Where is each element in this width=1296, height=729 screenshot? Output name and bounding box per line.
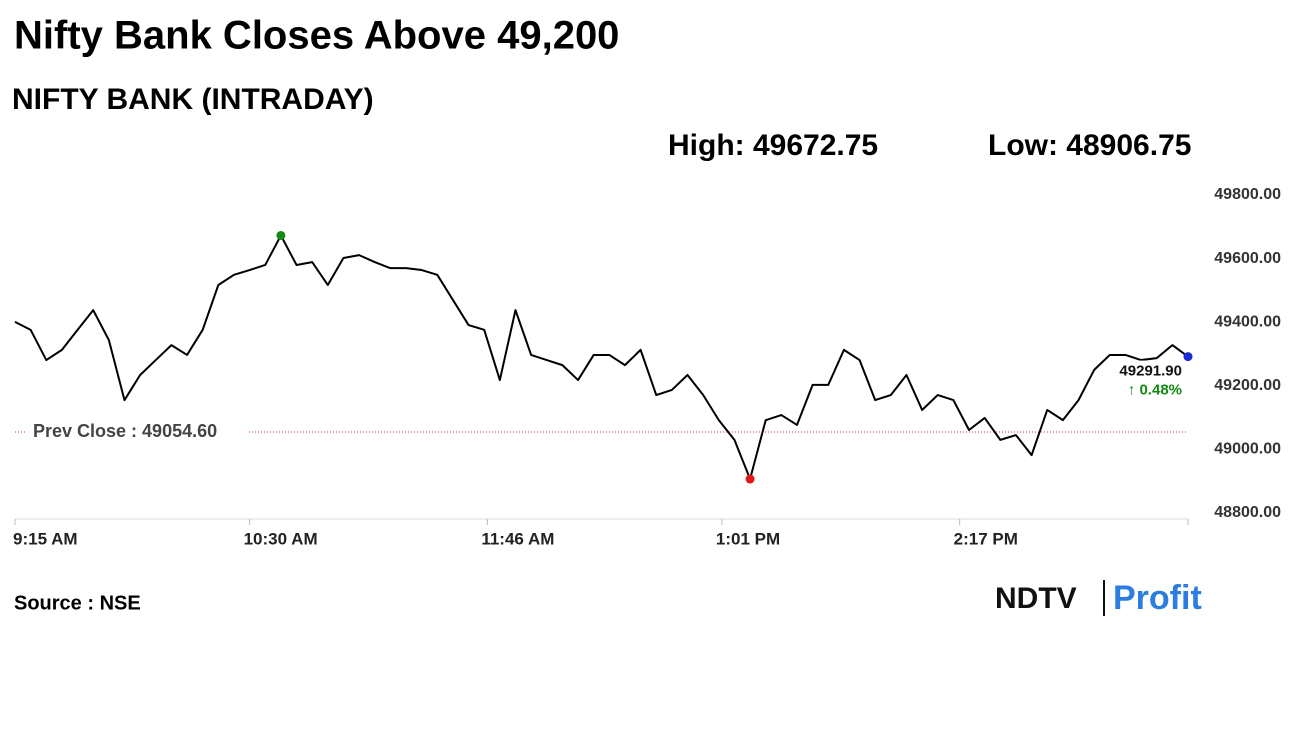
x-tick-label: 2:17 PM [954, 529, 1018, 548]
x-tick-label: 1:01 PM [716, 529, 780, 548]
source: Source : NSE [14, 592, 141, 614]
low-label: Low: 48906.75 [988, 129, 1191, 162]
prev-close-bg [27, 420, 247, 445]
prev-close-label: Prev Close : 49054.60 [33, 421, 217, 441]
last-label: 49291.90 [1119, 363, 1182, 380]
high-marker [276, 230, 286, 240]
price-line [14, 234, 1189, 481]
logo-profit: Profit [1113, 579, 1202, 617]
y-tick-label: 48800.00 [1214, 504, 1281, 521]
change-label: ↑ 0.48% [1128, 382, 1182, 399]
x-tick-label: 11:46 AM [481, 529, 554, 548]
logo-ndtv: NDTV [995, 582, 1077, 615]
chart-subtitle: NIFTY BANK (INTRADAY) [12, 83, 374, 116]
last-label-bg [1116, 360, 1186, 399]
high-label: High: 49672.75 [668, 129, 878, 162]
y-tick-label: 49400.00 [1214, 313, 1281, 330]
chart-title: Nifty Bank Closes Above 49,200 [14, 14, 619, 58]
x-tick-label: 9:15 AM [13, 529, 78, 548]
y-tick-label: 49600.00 [1214, 250, 1281, 267]
y-tick-label: 49200.00 [1214, 377, 1281, 394]
y-tick-label: 49000.00 [1214, 441, 1281, 458]
low-marker [745, 474, 755, 484]
x-tick-label: 10:30 AM [244, 529, 318, 548]
y-tick-label: 49800.00 [1214, 186, 1281, 203]
last-marker [1183, 352, 1193, 362]
